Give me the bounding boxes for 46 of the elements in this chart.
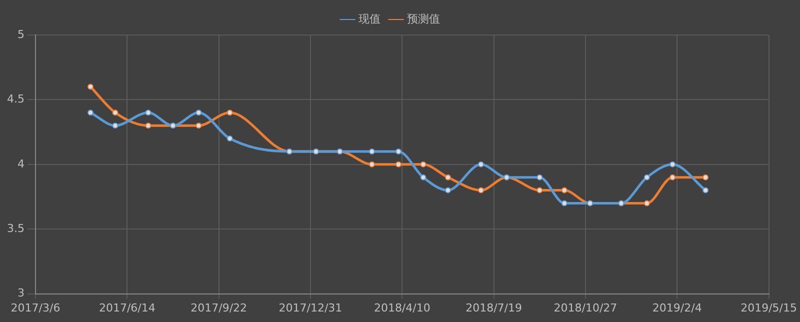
point [420,161,426,168]
y-tick-label: 4 [17,157,24,170]
x-tick-label: 2019/5/15 [740,301,797,314]
point [368,161,375,168]
point [420,174,426,180]
point [670,174,676,180]
point [226,136,233,142]
legend-label: 现值 [358,12,380,26]
point [478,161,484,168]
point [478,187,484,194]
point [226,110,233,116]
point [196,122,202,129]
point [536,174,543,180]
x-tick-label: 2017/6/14 [98,301,156,314]
point [561,200,568,206]
x-tick-label: 2018/7/19 [466,301,522,314]
point [145,122,152,129]
y-tick-label: 5 [17,28,24,41]
point [561,187,568,194]
x-tick-label: 2018/10/27 [554,301,618,314]
point [702,174,709,180]
x-tick-label: 2017/12/31 [278,301,342,314]
point [145,110,152,116]
point [87,84,94,90]
y-tick-label: 3 [17,286,24,300]
x-tick-label: 2017/9/22 [190,301,248,314]
point [395,161,402,168]
y-tick-label: 4.5 [6,92,24,106]
point [702,187,709,194]
x-tick-label: 2018/4/10 [374,301,430,314]
point [368,148,375,154]
point [644,174,650,180]
y-tick-label: 3.5 [6,222,24,235]
point [644,200,650,206]
point [536,187,543,194]
point [444,187,451,194]
point [670,161,676,168]
legend-label: 预测值 [407,12,440,26]
point [444,174,451,180]
point [112,122,118,129]
x-tick-label: 2019/2/4 [652,301,702,314]
point [395,148,402,154]
x-tick-label: 2017/3/6 [10,301,60,314]
point [196,110,202,116]
point [87,110,94,116]
point [112,110,118,116]
